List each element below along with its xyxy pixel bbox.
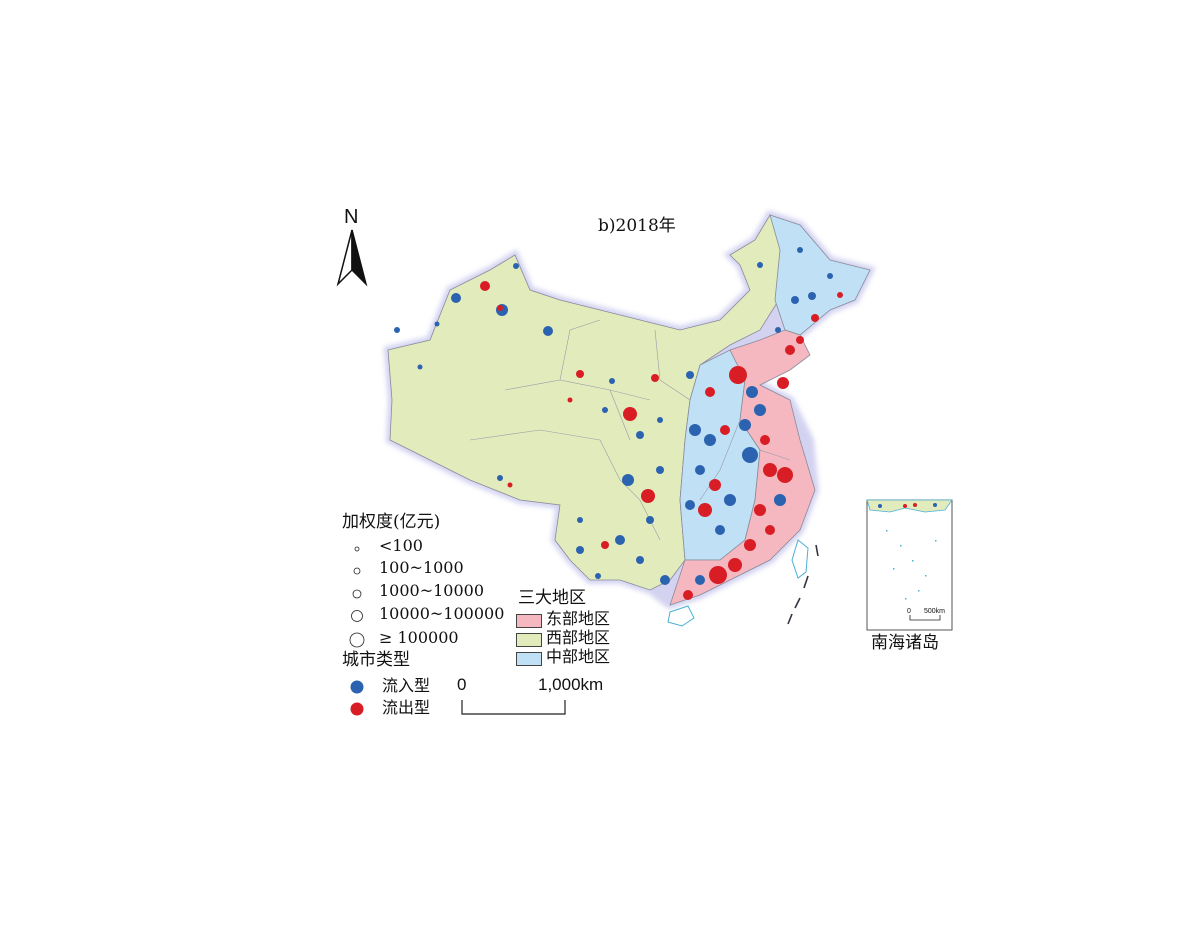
taiwan-island (791, 539, 809, 579)
western-label: 西部地区 (546, 628, 611, 647)
city-points (394, 247, 843, 600)
western-region (387, 214, 786, 591)
inset-coast (866, 499, 953, 513)
eastern-swatch (516, 614, 542, 628)
inset-scale-start: 0 (907, 608, 911, 615)
nine-dash-line-fragments (787, 544, 819, 625)
central-label: 中部地区 (546, 647, 611, 666)
eastern-region (669, 329, 816, 606)
inflow-legend-dot (350, 680, 364, 694)
inset-title: 南海诸岛 (871, 633, 939, 653)
scale-start: 0 (457, 675, 467, 694)
inset-frame (866, 499, 953, 631)
scale-end: 1,000km (538, 675, 604, 694)
western-swatch (516, 633, 542, 647)
map-title: b)2018年 (598, 216, 676, 236)
size-class-5: ≥ 100000 (379, 628, 459, 647)
type-legend-title: 城市类型 (342, 650, 410, 670)
size-class-4: 10000~100000 (379, 604, 505, 623)
size-legend-symbols (349, 546, 365, 648)
eastern-label: 东部地区 (546, 609, 611, 628)
size-class-3: 1000~10000 (379, 581, 485, 600)
inset-dots (878, 503, 937, 508)
inflow-label: 流入型 (382, 676, 431, 695)
outflow-legend-dot (350, 702, 364, 716)
scale-bar (461, 700, 566, 715)
hainan-island (667, 605, 695, 627)
central-swatch (516, 652, 542, 666)
region-legend-title: 三大地区 (518, 588, 586, 608)
size-legend-title: 加权度(亿元) (342, 512, 441, 532)
size-class-1: <100 (379, 536, 423, 555)
north-label: N (344, 206, 359, 228)
inset-scale-end: 500km (924, 608, 946, 615)
inset-scale-bar (909, 615, 941, 621)
outflow-label: 流出型 (382, 698, 431, 717)
central-region (769, 214, 871, 336)
size-class-2: 100~1000 (379, 558, 464, 577)
north-arrow-icon (336, 229, 368, 287)
inset-islands (886, 530, 937, 600)
